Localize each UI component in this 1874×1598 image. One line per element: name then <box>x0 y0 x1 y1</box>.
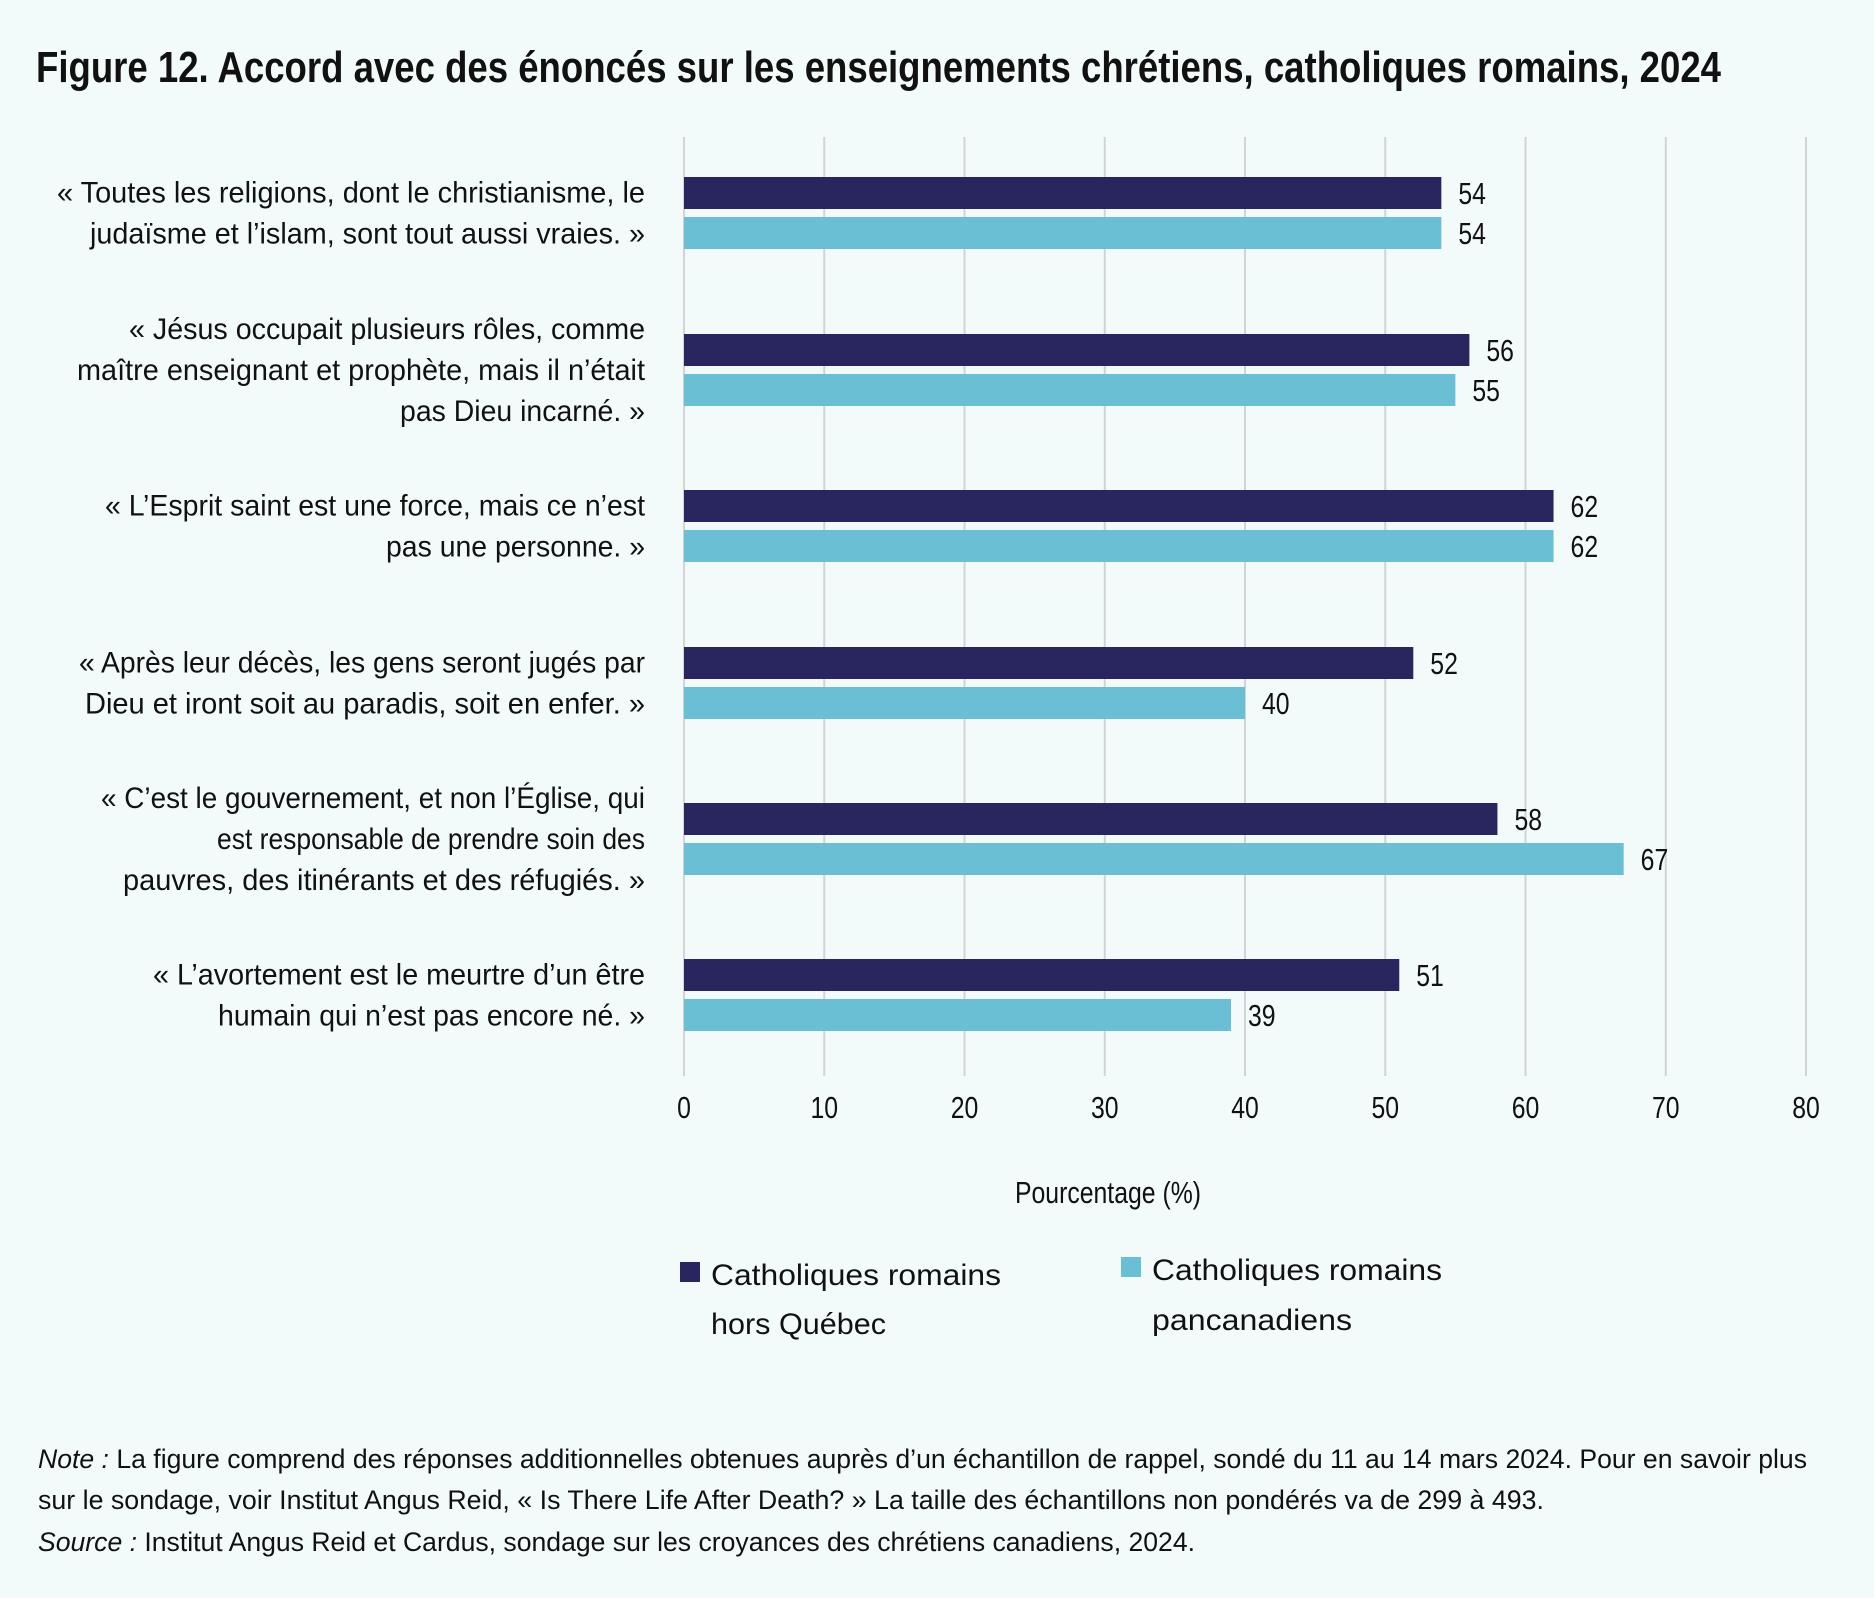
category-group: « L’avortement est le meurtre d’un être h… <box>153 958 1444 1032</box>
bar-series-1 <box>684 803 1498 835</box>
bar-series-2 <box>684 374 1456 406</box>
bar-series-2 <box>684 687 1245 719</box>
bar-series-2 <box>684 843 1624 875</box>
data-label: 55 <box>1472 373 1500 407</box>
legend-label: pancanadiens <box>1152 1304 1352 1337</box>
category-label: est responsable de prendre soin des <box>217 823 645 856</box>
source-text: Institut Angus Reid et Cardus, sondage s… <box>137 1527 1195 1557</box>
bar-series-2 <box>684 999 1231 1031</box>
source-line: Source : Institut Angus Reid et Cardus, … <box>38 1527 1195 1557</box>
legend-label: hors Québec <box>711 1308 886 1341</box>
legend-label: Catholiques romains <box>711 1259 1001 1292</box>
x-tick-label: 10 <box>810 1090 838 1124</box>
bar-series-1 <box>684 177 1442 209</box>
note-label: Note : <box>38 1444 109 1474</box>
x-tick-label: 50 <box>1371 1090 1399 1124</box>
bar-series-1 <box>684 959 1400 991</box>
chart-title: Figure 12. Accord avec des énoncés sur l… <box>36 43 1721 92</box>
category-label: pas Dieu incarné. » <box>400 395 645 428</box>
data-label: 54 <box>1458 216 1486 250</box>
x-tick-label: 20 <box>951 1090 979 1124</box>
category-label: « L’Esprit saint est une force, mais ce … <box>105 490 646 523</box>
legend-label: Catholiques romains <box>1152 1254 1442 1287</box>
source-label: Source : <box>38 1527 137 1557</box>
data-label: 51 <box>1416 958 1444 992</box>
category-label: humain qui n’est pas encore né. » <box>218 1000 645 1033</box>
category-label: maître enseignant et prophète, mais il n… <box>77 354 646 387</box>
category-group: « C’est le gouvernement, et non l’Église… <box>101 782 1668 897</box>
category-group: « Après leur décès, les gens seront jugé… <box>79 646 1458 720</box>
bar-series-1 <box>684 490 1554 522</box>
legend-item-1: Catholiques romains hors Québec <box>680 1259 1001 1341</box>
x-tick-label: 60 <box>1512 1090 1540 1124</box>
category-label: « Après leur décès, les gens seront jugé… <box>79 647 645 680</box>
bar-series-2 <box>684 530 1554 562</box>
data-label: 62 <box>1571 489 1599 523</box>
x-tick-label: 70 <box>1652 1090 1680 1124</box>
note-line-2: sur le sondage, voir Institut Angus Reid… <box>38 1485 1544 1515</box>
data-label: 40 <box>1262 686 1290 720</box>
x-tick-label: 30 <box>1091 1090 1119 1124</box>
category-label: judaïsme et l’islam, sont tout aussi vra… <box>89 218 645 251</box>
x-tick-label: 80 <box>1792 1090 1820 1124</box>
category-group: « Jésus occupait plusieurs rôles, comme m… <box>77 313 1514 428</box>
category-label: « L’avortement est le meurtre d’un être <box>153 959 645 992</box>
bar-series-2 <box>684 217 1442 249</box>
category-group: « Toutes les religions, dont le christia… <box>57 176 1486 250</box>
data-label: 56 <box>1486 333 1514 367</box>
x-tick-label: 0 <box>677 1090 691 1124</box>
legend-item-2: Catholiques romains pancanadiens <box>1121 1254 1442 1337</box>
data-label: 39 <box>1248 998 1276 1032</box>
legend-swatch <box>680 1262 700 1282</box>
bar-series-1 <box>684 334 1470 366</box>
data-label: 62 <box>1571 529 1599 563</box>
note-text: La figure comprend des réponses addition… <box>109 1444 1807 1474</box>
data-label: 54 <box>1458 176 1486 210</box>
category-label: Dieu et iront soit au paradis, soit en e… <box>85 688 645 721</box>
category-label: pauvres, des itinérants et des réfugiés.… <box>123 864 645 897</box>
note-line-1: Note : La figure comprend des réponses a… <box>38 1444 1807 1474</box>
category-label: « C’est le gouvernement, et non l’Église… <box>101 782 645 815</box>
x-tick-label: 40 <box>1231 1090 1259 1124</box>
data-label: 58 <box>1514 802 1542 836</box>
category-group: « L’Esprit saint est une force, mais ce … <box>105 489 1598 563</box>
bar-series-1 <box>684 647 1414 679</box>
legend-swatch <box>1121 1257 1141 1277</box>
data-label: 52 <box>1430 646 1458 680</box>
category-label: « Toutes les religions, dont le christia… <box>57 177 645 210</box>
category-label: « Jésus occupait plusieurs rôles, comme <box>129 313 645 346</box>
category-label: pas une personne. » <box>386 531 645 564</box>
x-axis-title: Pourcentage (%) <box>1015 1175 1201 1209</box>
data-label: 67 <box>1641 842 1669 876</box>
